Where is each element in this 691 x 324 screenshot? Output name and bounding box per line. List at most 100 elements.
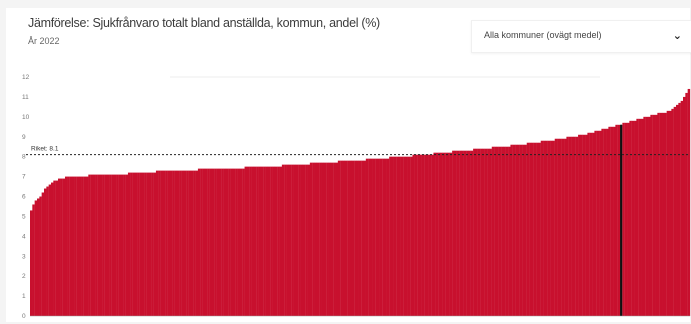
bar[interactable] [81, 176, 84, 316]
bar[interactable] [116, 174, 119, 316]
bar[interactable] [48, 184, 52, 316]
bar[interactable] [505, 146, 509, 316]
bar[interactable] [412, 154, 415, 316]
bar[interactable] [368, 158, 371, 316]
bar[interactable] [314, 162, 317, 316]
bar[interactable] [666, 110, 670, 316]
bar[interactable] [211, 168, 215, 316]
bar[interactable] [678, 102, 681, 316]
bar[interactable] [307, 164, 311, 316]
bar[interactable] [463, 150, 467, 316]
bar[interactable] [109, 174, 112, 316]
bar[interactable] [176, 170, 180, 316]
bar[interactable] [67, 176, 70, 316]
bar[interactable] [386, 158, 390, 316]
bar[interactable] [351, 160, 355, 316]
bar[interactable] [554, 138, 558, 316]
bar[interactable] [118, 174, 122, 316]
bar[interactable] [671, 108, 674, 317]
bar[interactable] [321, 162, 324, 316]
bar[interactable] [57, 178, 61, 316]
bar[interactable] [414, 154, 418, 316]
bar[interactable] [461, 150, 464, 316]
bar[interactable] [515, 144, 518, 316]
bar[interactable] [158, 170, 161, 316]
bar[interactable] [582, 134, 586, 316]
bar[interactable] [454, 150, 457, 316]
bar[interactable] [475, 148, 478, 316]
bar[interactable] [491, 146, 495, 316]
bar[interactable] [370, 158, 373, 316]
bar[interactable] [424, 154, 427, 316]
bar[interactable] [524, 144, 527, 316]
bar[interactable] [533, 142, 537, 316]
bar[interactable] [484, 148, 488, 316]
bar[interactable] [183, 170, 187, 316]
bar[interactable] [179, 170, 182, 316]
bar[interactable] [71, 176, 75, 316]
bar[interactable] [561, 138, 565, 316]
bar[interactable] [687, 88, 691, 316]
bar[interactable] [536, 142, 539, 316]
bar[interactable] [43, 188, 47, 316]
bar[interactable] [456, 150, 460, 316]
bar[interactable] [510, 144, 513, 316]
bar[interactable] [130, 172, 133, 316]
bar[interactable] [169, 170, 173, 316]
bar[interactable] [568, 136, 572, 316]
bar[interactable] [249, 166, 252, 317]
bar[interactable] [195, 170, 199, 316]
bar[interactable] [379, 158, 383, 316]
bar[interactable] [601, 128, 604, 316]
bar[interactable] [552, 140, 555, 316]
bar[interactable] [190, 170, 194, 316]
bar[interactable] [522, 144, 525, 316]
bar[interactable] [419, 154, 422, 316]
bar[interactable] [34, 200, 38, 316]
bar[interactable] [99, 174, 103, 316]
municipality-select[interactable]: Alla kommuner (ovägt medel) ⌄ [471, 20, 691, 53]
bar[interactable] [113, 174, 117, 316]
bar[interactable] [559, 138, 562, 316]
bar[interactable] [638, 118, 642, 316]
bar[interactable] [547, 140, 551, 316]
bar[interactable] [363, 160, 366, 316]
bar[interactable] [323, 162, 327, 316]
bar[interactable] [74, 176, 77, 316]
bar[interactable] [428, 154, 432, 316]
bar[interactable] [267, 166, 271, 317]
bar[interactable] [37, 198, 40, 316]
bar[interactable] [641, 118, 644, 316]
bar[interactable] [659, 112, 663, 316]
bar[interactable] [538, 142, 541, 316]
bar[interactable] [120, 174, 124, 316]
bar[interactable] [526, 142, 530, 316]
bar[interactable] [88, 174, 91, 316]
bar[interactable] [85, 176, 89, 316]
bar[interactable] [277, 166, 280, 317]
bar[interactable] [400, 156, 404, 316]
bar[interactable] [629, 120, 632, 316]
bar[interactable] [421, 154, 425, 316]
bar[interactable] [288, 164, 292, 316]
bar[interactable] [214, 168, 217, 316]
bar[interactable] [134, 172, 138, 316]
bar[interactable] [473, 148, 476, 316]
bar[interactable] [503, 146, 506, 316]
bar[interactable] [151, 172, 154, 316]
bar[interactable] [417, 154, 420, 316]
bar[interactable] [125, 174, 129, 316]
bar[interactable] [328, 162, 331, 316]
bar[interactable] [64, 176, 68, 316]
bar[interactable] [431, 154, 434, 316]
bar[interactable] [253, 166, 257, 317]
bar[interactable] [624, 122, 628, 316]
bar[interactable] [487, 148, 490, 316]
bar[interactable] [78, 176, 82, 316]
bar[interactable] [242, 168, 245, 316]
bar[interactable] [587, 132, 590, 316]
bar[interactable] [683, 96, 686, 316]
bar[interactable] [676, 104, 679, 316]
bar[interactable] [60, 178, 63, 316]
bar[interactable] [452, 150, 455, 316]
